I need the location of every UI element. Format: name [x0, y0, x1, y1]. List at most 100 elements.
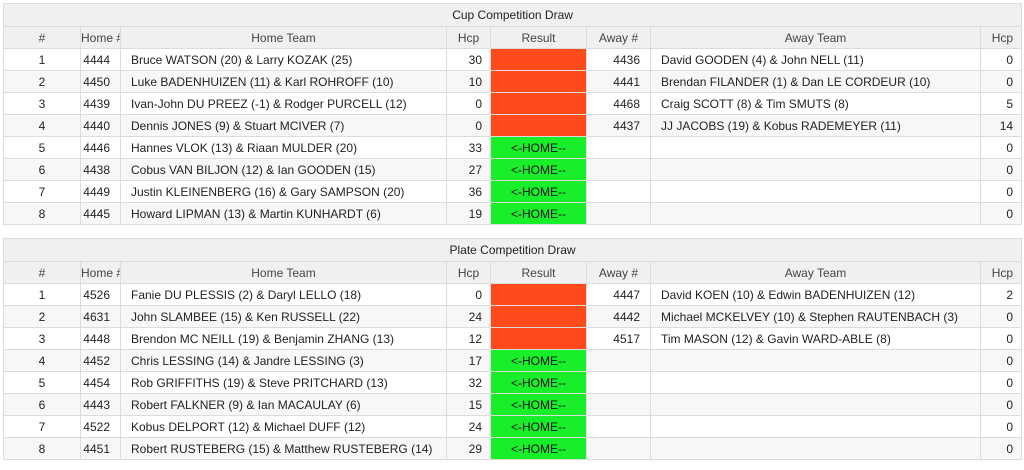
table-row: 4 4440 Dennis JONES (9) & Stuart MCIVER (7…: [3, 114, 1023, 137]
row-number: 1: [3, 48, 81, 71]
row-number: 3: [3, 92, 81, 115]
home-id-cell: 4438: [80, 158, 121, 181]
home-id-cell: 4450: [80, 70, 121, 93]
plate-header-row: # Home # Home Team Hcp Result Away # Awa…: [3, 261, 1023, 284]
col-away-hcp-header: Hcp: [979, 261, 1023, 284]
away-id-cell: 4436: [586, 48, 651, 71]
col-away-team-header: Away Team: [650, 261, 981, 284]
cup-header-row: # Home # Home Team Hcp Result Away # Awa…: [3, 26, 1023, 49]
cup-draw-table: Cup Competition Draw # Home # Home Team …: [2, 3, 1023, 225]
away-team-cell: [650, 136, 981, 159]
row-number: 3: [3, 327, 81, 350]
home-id-cell: 4440: [80, 114, 121, 137]
home-hcp-cell: 32: [446, 371, 491, 394]
home-id-cell: 4448: [80, 327, 121, 350]
table-row: 5 4454 Rob GRIFFITHS (19) & Steve PRITCHAR…: [3, 371, 1023, 394]
home-hcp-cell: 24: [446, 415, 491, 438]
home-id-cell: 4452: [80, 349, 121, 372]
home-team-cell: Rob GRIFFITHS (19) & Steve PRITCHARD (13…: [120, 371, 447, 394]
col-home-team-header: Home Team: [120, 261, 447, 284]
home-team-cell: Brendon MC NEILL (19) & Benjamin ZHANG (…: [120, 327, 447, 350]
result-cell: [490, 70, 587, 93]
home-hcp-cell: 12: [446, 327, 491, 350]
col-home-team-header: Home Team: [120, 26, 447, 49]
result-cell: <-HOME--: [490, 393, 587, 416]
home-hcp-cell: 30: [446, 48, 491, 71]
row-number: 5: [3, 371, 81, 394]
away-hcp-cell: 0: [979, 349, 1023, 372]
away-id-cell: [586, 158, 651, 181]
away-id-cell: 4441: [586, 70, 651, 93]
away-hcp-cell: 0: [979, 393, 1023, 416]
row-number: 7: [3, 415, 81, 438]
row-number: 8: [3, 437, 81, 460]
col-num-header: #: [3, 261, 81, 284]
row-number: 1: [3, 283, 81, 306]
away-team-cell: [650, 349, 981, 372]
away-id-cell: [586, 136, 651, 159]
col-away-team-header: Away Team: [650, 26, 981, 49]
table-row: 3 4448 Brendon MC NEILL (19) & Benjamin ZH…: [3, 327, 1023, 350]
col-num-header: #: [3, 26, 81, 49]
table-row: 7 4522 Kobus DELPORT (12) & Michael DUFF (…: [3, 415, 1023, 438]
table-row: 6 4443 Robert FALKNER (9) & Ian MACAULAY (…: [3, 393, 1023, 416]
away-team-cell: [650, 371, 981, 394]
home-team-cell: John SLAMBEE (15) & Ken RUSSELL (22): [120, 305, 447, 328]
result-cell: [490, 305, 587, 328]
table-row: 7 4449 Justin KLEINENBERG (16) & Gary SAMP…: [3, 180, 1023, 203]
away-id-cell: [586, 393, 651, 416]
cup-draw-title: Cup Competition Draw: [2, 3, 1023, 27]
col-result-header: Result: [490, 26, 587, 49]
home-id-cell: 4631: [80, 305, 121, 328]
col-home-hcp-header: Hcp: [446, 261, 491, 284]
away-hcp-cell: 0: [979, 202, 1023, 225]
home-team-cell: Bruce WATSON (20) & Larry KOZAK (25): [120, 48, 447, 71]
away-hcp-cell: 0: [979, 136, 1023, 159]
away-id-cell: [586, 437, 651, 460]
result-cell: [490, 327, 587, 350]
home-hcp-cell: 36: [446, 180, 491, 203]
table-row: 1 4526 Fanie DU PLESSIS (2) & Daryl LELLO …: [3, 283, 1023, 306]
away-hcp-cell: 0: [979, 437, 1023, 460]
away-id-cell: [586, 202, 651, 225]
away-team-cell: [650, 158, 981, 181]
away-id-cell: [586, 180, 651, 203]
away-team-cell: [650, 180, 981, 203]
home-id-cell: 4439: [80, 92, 121, 115]
row-number: 5: [3, 136, 81, 159]
row-number: 6: [3, 158, 81, 181]
away-team-cell: [650, 393, 981, 416]
home-id-cell: 4446: [80, 136, 121, 159]
away-id-cell: 4517: [586, 327, 651, 350]
home-id-cell: 4445: [80, 202, 121, 225]
col-home-id-header: Home #: [80, 261, 121, 284]
col-away-id-header: Away #: [586, 261, 651, 284]
col-away-hcp-header: Hcp: [979, 26, 1023, 49]
result-cell: <-HOME--: [490, 349, 587, 372]
away-hcp-cell: 0: [979, 415, 1023, 438]
home-id-cell: 4451: [80, 437, 121, 460]
result-cell: [490, 92, 587, 115]
away-id-cell: 4437: [586, 114, 651, 137]
away-team-cell: JJ JACOBS (19) & Kobus RADEMEYER (11): [650, 114, 981, 137]
away-hcp-cell: 14: [979, 114, 1023, 137]
away-team-cell: Michael MCKELVEY (10) & Stephen RAUTENBA…: [650, 305, 981, 328]
plate-draw-table: Plate Competition Draw # Home # Home Tea…: [2, 238, 1023, 460]
col-home-hcp-header: Hcp: [446, 26, 491, 49]
result-cell: <-HOME--: [490, 158, 587, 181]
home-id-cell: 4526: [80, 283, 121, 306]
home-hcp-cell: 27: [446, 158, 491, 181]
row-number: 4: [3, 114, 81, 137]
result-cell: <-HOME--: [490, 202, 587, 225]
home-hcp-cell: 29: [446, 437, 491, 460]
away-hcp-cell: 2: [979, 283, 1023, 306]
home-team-cell: Justin KLEINENBERG (16) & Gary SAMPSON (…: [120, 180, 447, 203]
home-hcp-cell: 33: [446, 136, 491, 159]
away-team-cell: [650, 437, 981, 460]
table-row: 1 4444 Bruce WATSON (20) & Larry KOZAK (25…: [3, 48, 1023, 71]
home-team-cell: Howard LIPMAN (13) & Martin KUNHARDT (6): [120, 202, 447, 225]
away-hcp-cell: 0: [979, 180, 1023, 203]
home-hcp-cell: 24: [446, 305, 491, 328]
away-hcp-cell: 0: [979, 158, 1023, 181]
away-hcp-cell: 0: [979, 371, 1023, 394]
